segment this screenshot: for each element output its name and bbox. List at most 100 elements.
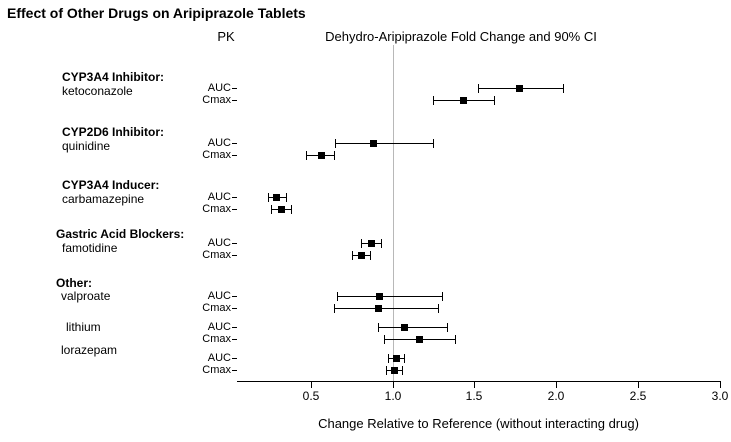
x-axis-label: Change Relative to Reference (without in…	[318, 416, 639, 431]
point-estimate	[370, 140, 377, 147]
pk-row-label: AUC	[207, 82, 231, 94]
y-axis-tick	[232, 143, 237, 144]
ci-bar	[378, 327, 447, 328]
ci-cap-low	[433, 96, 434, 105]
pk-column-header: PK	[217, 29, 235, 44]
y-axis-tick	[232, 370, 237, 371]
ci-cap-low	[271, 205, 272, 214]
point-estimate	[273, 194, 280, 201]
point-estimate	[318, 152, 325, 159]
pk-row-label: Cmax	[202, 149, 231, 161]
pk-row-label: Cmax	[202, 94, 231, 106]
x-tick-label: 2.0	[547, 389, 565, 403]
y-axis-tick	[232, 255, 237, 256]
ci-cap-low	[268, 193, 269, 202]
y-axis-tick	[232, 327, 237, 328]
ci-cap-low	[386, 366, 387, 375]
ci-bar	[335, 143, 433, 144]
point-estimate	[391, 367, 398, 374]
ci-cap-low	[337, 292, 338, 301]
y-axis-tick	[232, 197, 237, 198]
ci-cap-high	[291, 205, 292, 214]
ci-cap-low	[478, 84, 479, 93]
plot-header: Dehydro-Aripiprazole Fold Change and 90%…	[325, 29, 597, 44]
drug-label: famotidine	[62, 241, 118, 255]
drug-label: lithium	[66, 320, 101, 334]
ci-cap-low	[384, 335, 385, 344]
point-estimate	[460, 97, 467, 104]
pk-row-label: AUC	[207, 191, 231, 203]
ci-cap-high	[381, 239, 382, 248]
y-axis-tick	[232, 296, 237, 297]
group-header: CYP3A4 Inhibitor:	[62, 70, 165, 84]
ci-cap-low	[306, 151, 307, 160]
ci-cap-high	[438, 304, 439, 313]
point-estimate	[368, 240, 375, 247]
ci-cap-high	[334, 151, 335, 160]
point-estimate	[358, 252, 365, 259]
y-axis-tick	[232, 358, 237, 359]
ci-cap-high	[286, 193, 287, 202]
x-tick-label: 0.5	[302, 389, 320, 403]
x-axis-tick	[720, 382, 721, 388]
ci-cap-low	[388, 354, 389, 363]
ci-cap-high	[447, 323, 448, 332]
x-tick-label: 1.0	[384, 389, 402, 403]
x-axis-tick	[393, 382, 394, 388]
pk-row-label: AUC	[207, 352, 231, 364]
ci-cap-low	[378, 323, 379, 332]
ci-cap-high	[433, 139, 434, 148]
pk-row-label: Cmax	[202, 364, 231, 376]
ci-cap-low	[335, 139, 336, 148]
ci-bar	[334, 308, 438, 309]
point-estimate	[401, 324, 408, 331]
group-header: CYP3A4 Inducer:	[62, 178, 160, 192]
group-header: CYP2D6 Inhibitor:	[62, 125, 165, 139]
y-axis-tick	[232, 308, 237, 309]
drug-label: carbamazepine	[62, 192, 145, 206]
point-estimate	[376, 293, 383, 300]
point-estimate	[516, 85, 523, 92]
x-axis-tick	[556, 382, 557, 388]
pk-row-label: AUC	[207, 237, 231, 249]
pk-row-label: Cmax	[202, 302, 231, 314]
pk-row-label: Cmax	[202, 333, 231, 345]
x-axis-tick	[311, 382, 312, 388]
ci-cap-high	[404, 354, 405, 363]
y-axis-tick	[232, 209, 237, 210]
pk-row-label: AUC	[207, 321, 231, 333]
drug-label: lorazepam	[61, 343, 118, 357]
x-tick-label: 1.5	[465, 389, 483, 403]
ci-cap-high	[563, 84, 564, 93]
pk-row-label: AUC	[207, 290, 231, 302]
figure-title: Effect of Other Drugs on Aripiprazole Ta…	[7, 5, 306, 21]
point-estimate	[278, 206, 285, 213]
ci-cap-high	[370, 251, 371, 260]
ci-cap-high	[494, 96, 495, 105]
y-axis-tick	[232, 339, 237, 340]
ci-cap-low	[334, 304, 335, 313]
point-estimate	[393, 355, 400, 362]
y-axis-tick	[232, 100, 237, 101]
drug-label: valproate	[61, 289, 111, 303]
group-header: Gastric Acid Blockers:	[56, 227, 185, 241]
ci-cap-high	[402, 366, 403, 375]
pk-row-label: Cmax	[202, 203, 231, 215]
ci-cap-low	[361, 239, 362, 248]
pk-row-label: AUC	[207, 137, 231, 149]
x-tick-label: 3.0	[711, 389, 729, 403]
ci-bar	[337, 296, 442, 297]
x-axis-tick	[474, 382, 475, 388]
x-tick-label: 2.5	[629, 389, 647, 403]
reference-line	[393, 45, 394, 381]
ci-cap-high	[455, 335, 456, 344]
ci-cap-high	[442, 292, 443, 301]
y-axis-tick	[232, 88, 237, 89]
x-axis-tick	[638, 382, 639, 388]
drug-label: ketoconazole	[62, 84, 133, 98]
drug-label: quinidine	[62, 139, 111, 153]
group-header: Other:	[56, 276, 92, 290]
point-estimate	[375, 305, 382, 312]
y-axis-tick	[232, 243, 237, 244]
